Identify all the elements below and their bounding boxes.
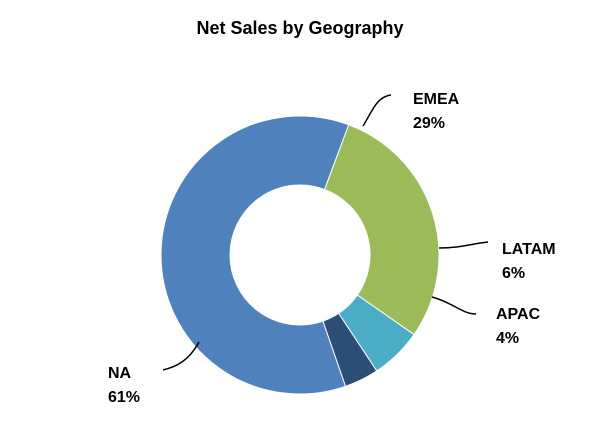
slice-label-apac: APAC <box>496 306 541 323</box>
slice-label-na: NA <box>108 365 132 382</box>
leader-line-apac <box>431 296 477 315</box>
slice-value-emea: 29% <box>413 115 445 132</box>
leader-line-na <box>162 341 200 371</box>
slice-na <box>160 115 350 395</box>
slice-emea <box>323 124 440 336</box>
slice-value-na: 61% <box>108 389 140 406</box>
slice-label-latam: LATAM <box>502 241 556 258</box>
slice-label-emea: EMEA <box>413 91 460 108</box>
slice-value-latam: 6% <box>502 265 525 282</box>
chart-title: Net Sales by Geography <box>196 18 404 38</box>
leader-line-emea <box>362 94 392 127</box>
leader-line-latam <box>438 241 489 249</box>
slice-value-apac: 4% <box>496 330 519 347</box>
